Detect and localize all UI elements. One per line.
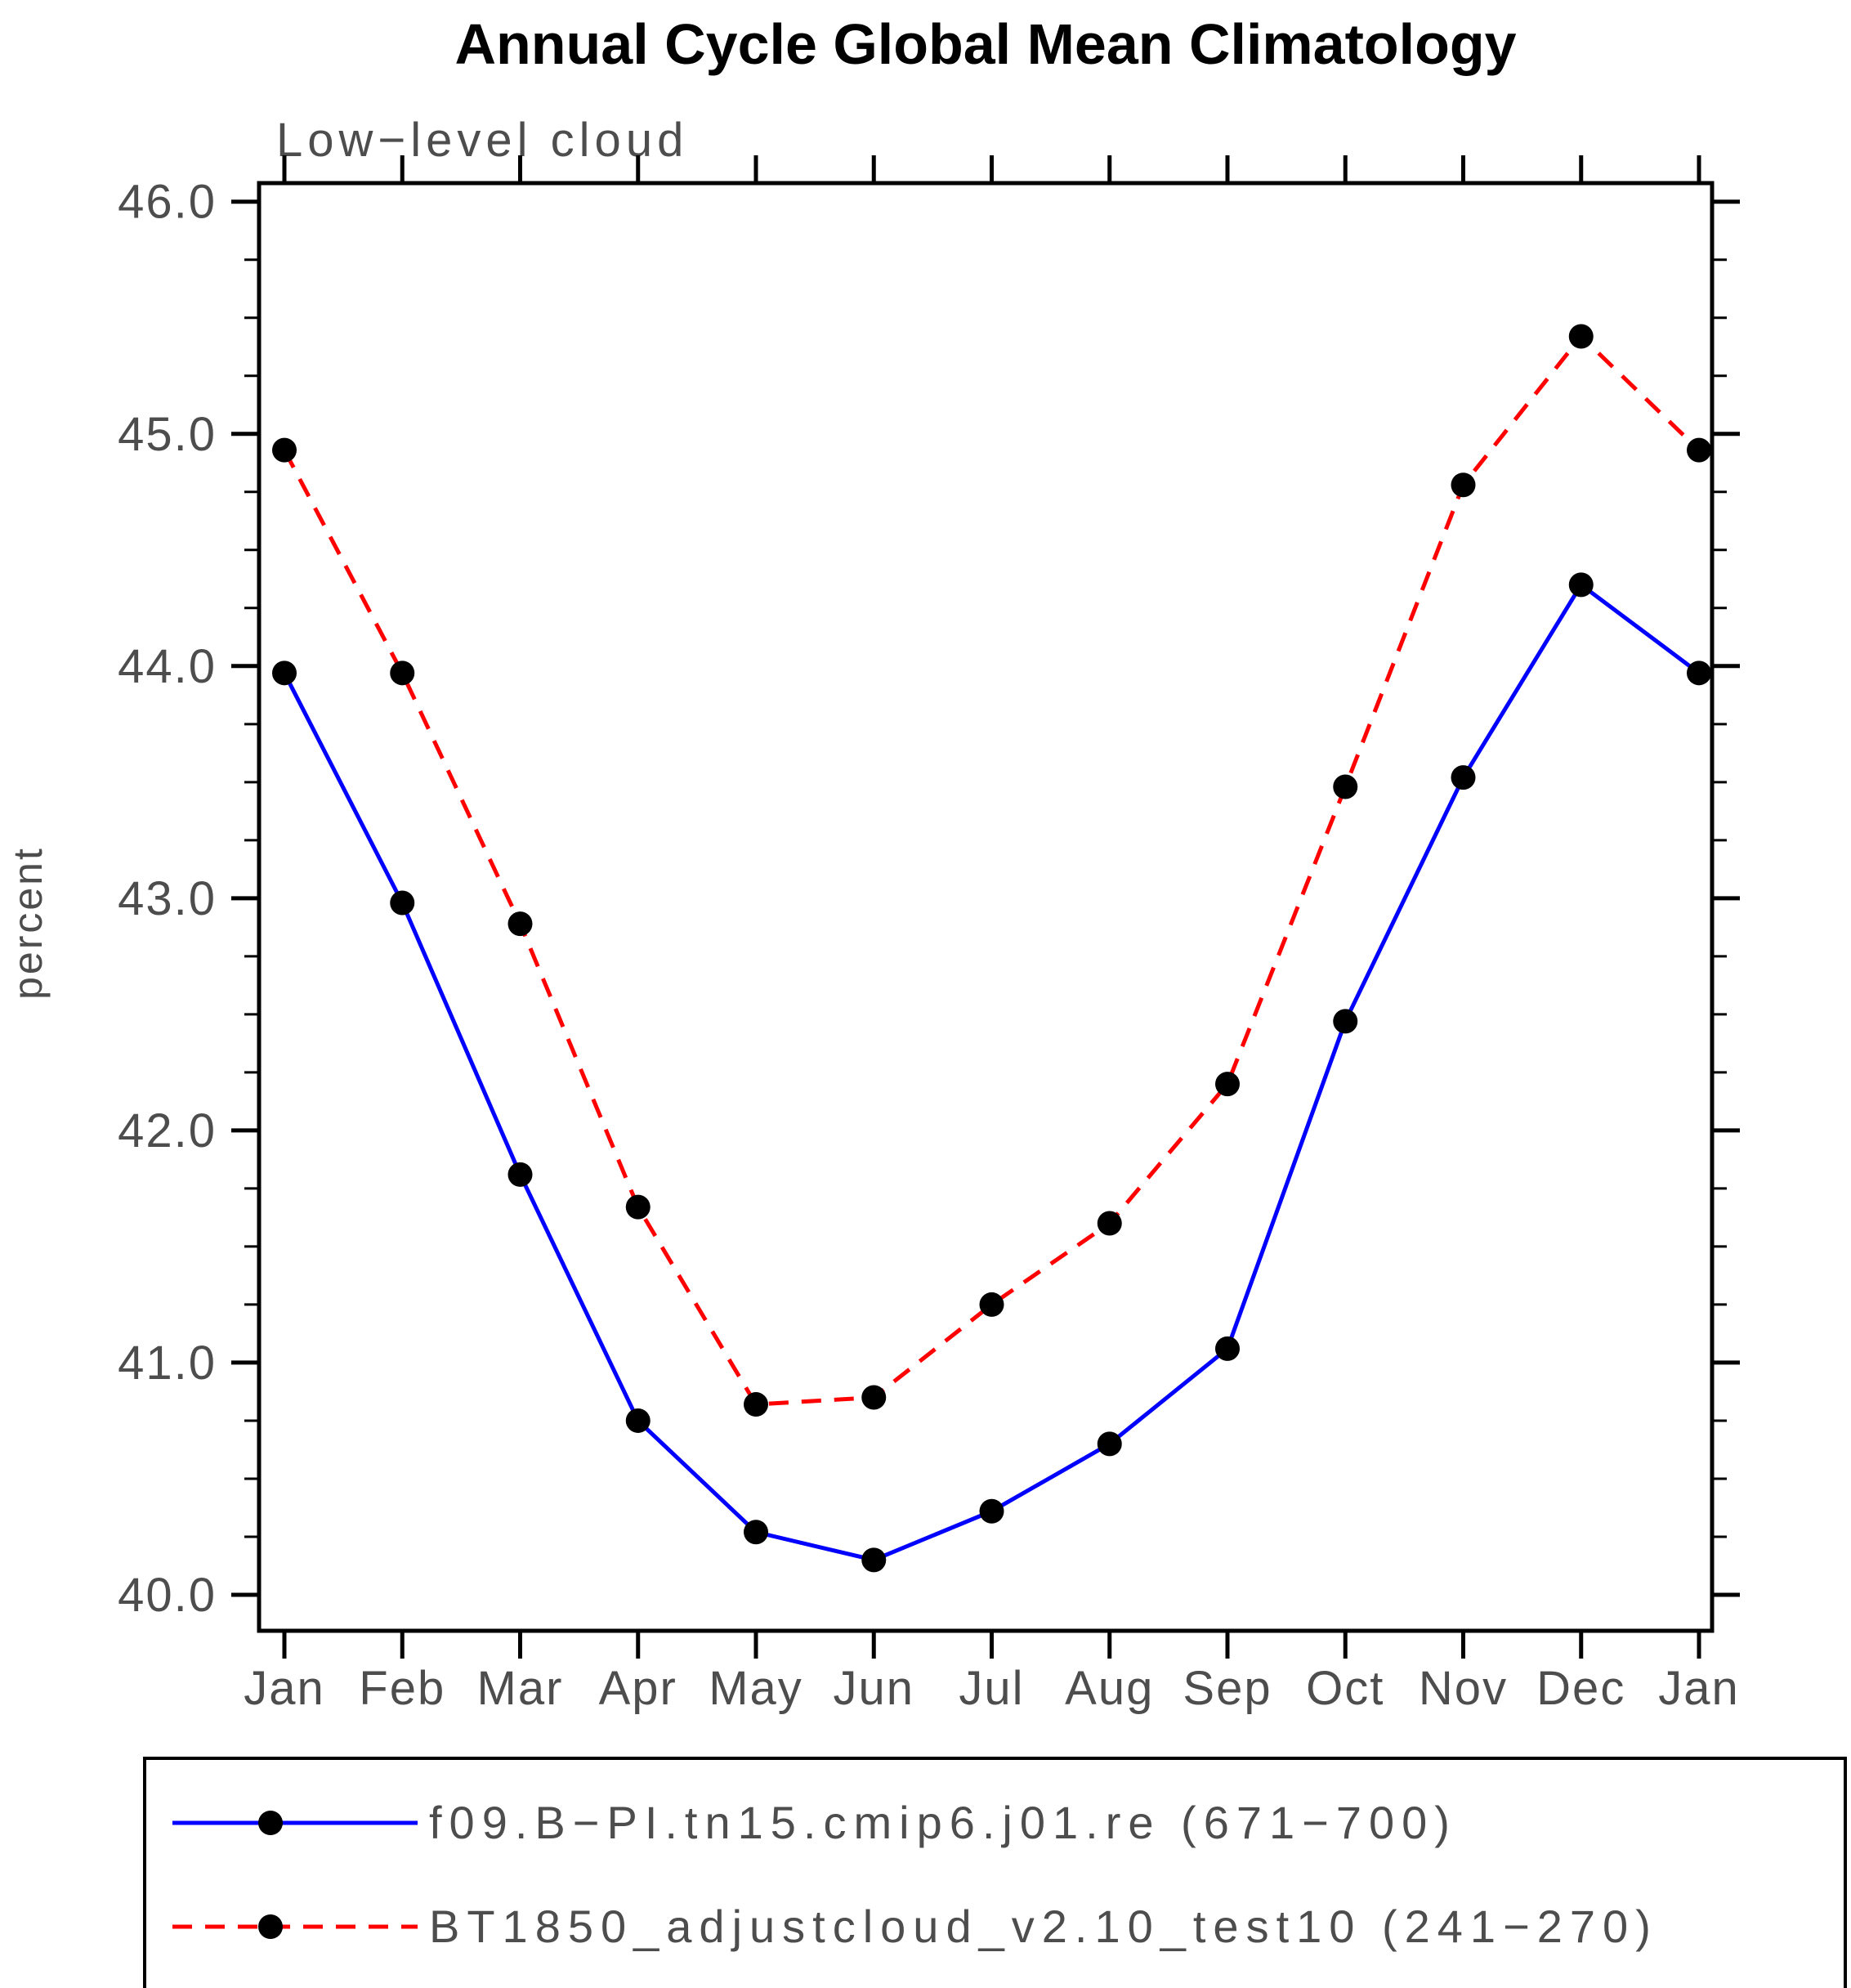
data-point-marker — [1333, 1009, 1358, 1034]
x-tick-label: Aug — [1065, 1662, 1154, 1715]
plot-area: 40.0 41.0 42.0 43.0 44.0 45.0 46.0 Jan Feb Mar Apr… — [118, 155, 1740, 1715]
y-tick-label: 42.0 — [118, 1104, 217, 1157]
data-point-marker — [272, 660, 297, 686]
legend-item-series-0: f09.B−PI.tn15.cmip6.j01.re (671−700) — [146, 1771, 1844, 1874]
data-point-marker — [861, 1385, 887, 1410]
x-tick-label: Nov — [1419, 1662, 1508, 1715]
data-point-marker — [1451, 765, 1476, 790]
data-point-marker — [744, 1520, 768, 1545]
data-point-marker — [390, 890, 415, 916]
plot-frame — [257, 181, 1715, 1633]
legend-label-series-1: BT1850_adjustcloud_v2.10_test10 (241−270… — [429, 1901, 1658, 1952]
chart-title: Annual Cycle Global Mean Climatology — [454, 12, 1517, 76]
x-tick-label: Dec — [1536, 1662, 1625, 1715]
x-tick-label: Sep — [1183, 1662, 1272, 1715]
x-tick-label: Jun — [833, 1662, 914, 1715]
x-tick-label: Apr — [599, 1662, 677, 1715]
y-tick-label: 44.0 — [118, 640, 217, 693]
data-point-marker — [744, 1392, 768, 1417]
data-point-marker — [507, 1162, 533, 1187]
y-tick-label: 45.0 — [118, 408, 217, 461]
legend-line-sample-red — [172, 1914, 418, 1939]
data-point-marker — [979, 1498, 1004, 1524]
legend-line-sample-blue — [172, 1810, 418, 1835]
data-point-marker — [1215, 1336, 1240, 1361]
data-point-marker — [1687, 660, 1711, 686]
y-axis-label: percent — [5, 846, 51, 1000]
series-line-1 — [282, 333, 1701, 1407]
data-point-marker — [1568, 572, 1594, 598]
data-point-marker — [861, 1547, 887, 1573]
x-tick-label: Feb — [359, 1662, 445, 1715]
legend-marker — [258, 1810, 283, 1835]
legend: f09.B−PI.tn15.cmip6.j01.re (671−700) BT1… — [143, 1757, 1847, 1988]
series-line-0 — [282, 581, 1701, 1562]
chart-subtitle: Low−level cloud — [276, 114, 689, 167]
data-point-marker — [1333, 774, 1358, 799]
data-point-marker — [390, 660, 415, 686]
y-tick-label: 40.0 — [118, 1569, 217, 1622]
x-tick-label: Jan — [244, 1662, 325, 1715]
data-point-marker — [1451, 472, 1476, 498]
data-point-marker — [272, 437, 297, 463]
x-tick-label: Jan — [1658, 1662, 1740, 1715]
y-tick-label: 43.0 — [118, 872, 217, 925]
x-tick-label: Mar — [477, 1662, 564, 1715]
x-tick-label: Jul — [959, 1662, 1024, 1715]
data-point-marker — [1097, 1211, 1122, 1236]
data-point-marker — [1568, 324, 1594, 349]
data-point-marker — [1215, 1072, 1240, 1097]
y-tick-label: 41.0 — [118, 1337, 217, 1390]
data-point-marker — [1687, 437, 1711, 463]
data-point-marker — [979, 1292, 1004, 1317]
legend-label-series-0: f09.B−PI.tn15.cmip6.j01.re (671−700) — [429, 1797, 1457, 1848]
y-tick-label: 46.0 — [118, 176, 217, 229]
data-point-marker — [1097, 1431, 1122, 1457]
x-tick-label: May — [709, 1662, 803, 1715]
data-point-marker — [625, 1194, 651, 1220]
legend-marker — [258, 1914, 283, 1939]
data-point-marker — [625, 1408, 651, 1433]
data-point-marker — [507, 911, 533, 937]
legend-item-series-1: BT1850_adjustcloud_v2.10_test10 (241−270… — [146, 1874, 1844, 1978]
x-tick-label: Oct — [1306, 1662, 1384, 1715]
